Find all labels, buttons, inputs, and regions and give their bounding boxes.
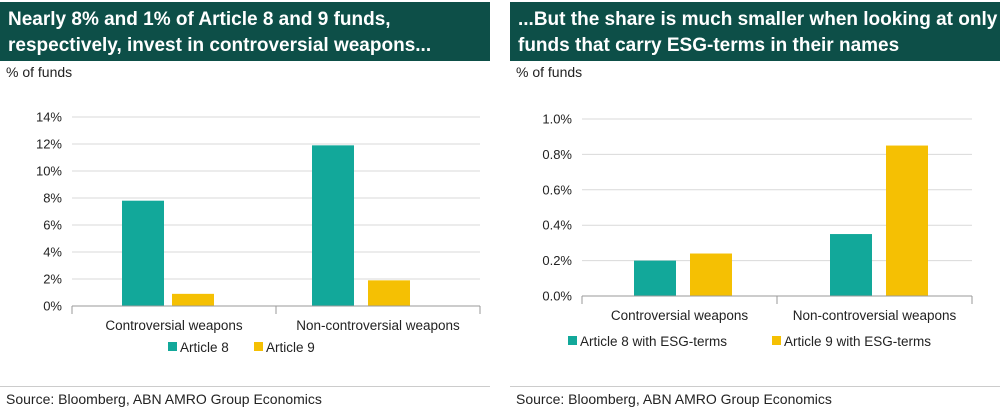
y-tick-label: 14% xyxy=(36,110,62,125)
category-label: Controversial weapons xyxy=(105,318,243,333)
left-title-box: Nearly 8% and 1% of Article 8 and 9 fund… xyxy=(0,2,490,61)
y-tick-label: 2% xyxy=(43,272,62,287)
bar xyxy=(886,145,928,296)
y-tick-label: 1.0% xyxy=(542,112,572,127)
bar xyxy=(368,280,410,306)
left-chart: 0% 2% 4% 6% 8% 10% 12% 14% Controversial weapons… xyxy=(36,110,481,355)
right-title-box: ...But the share is much smaller when lo… xyxy=(510,2,1000,61)
legend-swatch xyxy=(168,342,177,351)
left-source: Source: Bloomberg, ABN AMRO Group Econom… xyxy=(6,391,322,407)
y-tick-label: 8% xyxy=(43,191,62,206)
legend-label: Article 9 xyxy=(266,340,315,355)
right-title-line-1: ...But the share is much smaller when lo… xyxy=(518,9,998,30)
bar xyxy=(172,293,214,306)
y-tick-label: 0.4% xyxy=(542,218,572,233)
right-title-line-2: funds that carry ESG-terms in their name… xyxy=(518,35,900,56)
right-unit-label: % of funds xyxy=(516,64,583,80)
y-tick-label: 0% xyxy=(43,299,62,314)
legend-label: Article 9 with ESG-terms xyxy=(784,334,931,349)
right-panel: ...But the share is much smaller when lo… xyxy=(510,0,1000,409)
category-label: Controversial weapons xyxy=(611,308,749,323)
category-label: Non-controversial weapons xyxy=(793,308,957,323)
left-title-line-1: Nearly 8% and 1% of Article 8 and 9 fund… xyxy=(8,9,391,30)
category-label: Non-controversial weapons xyxy=(296,318,460,333)
bar xyxy=(634,260,676,296)
bar xyxy=(690,253,732,296)
y-tick-label: 6% xyxy=(43,218,62,233)
bar xyxy=(312,145,354,306)
y-tick-label: 0.8% xyxy=(542,147,572,162)
y-tick-label: 0.0% xyxy=(542,289,572,304)
y-tick-label: 4% xyxy=(43,245,62,260)
right-chart: 0.0% 0.2% 0.4% 0.6% 0.8% 1.0% Controversial we… xyxy=(542,112,973,349)
left-source-divider xyxy=(0,386,490,387)
legend-swatch xyxy=(568,336,577,345)
bar xyxy=(830,234,872,296)
left-title-line-2: respectively, invest in controversial we… xyxy=(8,35,432,56)
left-panel: Nearly 8% and 1% of Article 8 and 9 fund… xyxy=(0,0,490,409)
right-source: Source: Bloomberg, ABN AMRO Group Econom… xyxy=(516,391,832,407)
y-tick-label: 0.6% xyxy=(542,182,572,197)
y-tick-label: 10% xyxy=(36,164,62,179)
right-source-divider xyxy=(510,386,1000,387)
legend-swatch xyxy=(772,336,781,345)
legend-swatch xyxy=(254,342,263,351)
y-tick-label: 12% xyxy=(36,137,62,152)
legend-label: Article 8 with ESG-terms xyxy=(580,334,727,349)
left-unit-label: % of funds xyxy=(6,64,73,80)
y-tick-label: 0.2% xyxy=(542,253,572,268)
bar xyxy=(122,200,164,306)
legend-label: Article 8 xyxy=(180,340,229,355)
